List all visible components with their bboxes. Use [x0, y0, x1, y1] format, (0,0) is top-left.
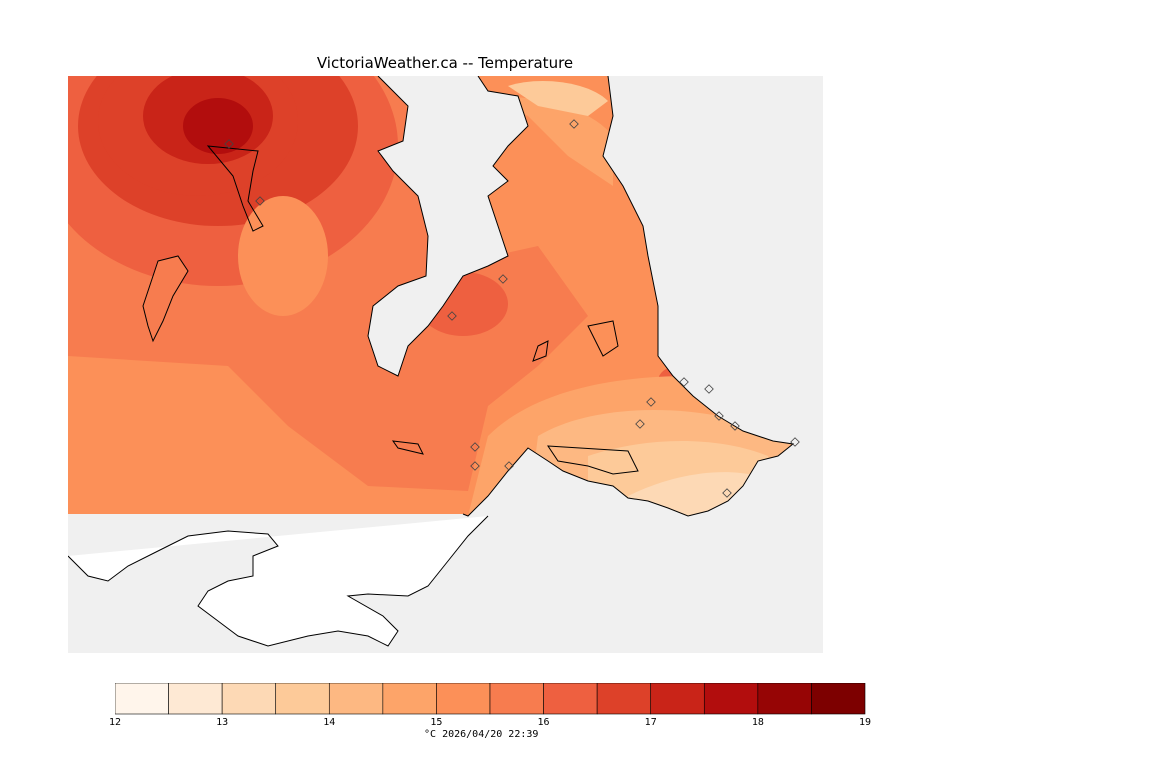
colorbar-swatch — [382, 683, 437, 715]
colorbar-tick-label: 13 — [216, 717, 229, 728]
coastline — [68, 76, 795, 647]
colorbar-tick-label: 12 — [108, 717, 122, 728]
colorbar-tick-label: 19 — [858, 717, 872, 728]
colorbar-swatch — [168, 683, 223, 715]
colorbar-swatch — [757, 683, 812, 715]
temperature-map — [68, 76, 823, 653]
colorbar-tick-label: 18 — [751, 717, 764, 728]
colorbar-swatch — [703, 683, 759, 715]
colorbar-swatch — [275, 683, 330, 715]
colorbar-swatch — [811, 683, 866, 715]
colorbar-swatch — [221, 683, 277, 715]
colorbar-swatch — [328, 683, 384, 715]
colorbar-tick-label: 14 — [323, 717, 336, 728]
colorbar-swatch — [436, 683, 491, 715]
station-markers — [224, 119, 800, 498]
colorbar-tick-label: 17 — [644, 717, 657, 728]
footer: °C 2026/04/20 22:39 — [424, 729, 538, 740]
colorbar-swatch — [543, 683, 598, 715]
colorbar-swatch — [596, 683, 652, 715]
unit-label: °C — [424, 729, 437, 740]
chart-title: VictoriaWeather.ca -- Temperature — [316, 54, 574, 72]
colorbar-swatches — [115, 683, 866, 715]
colorbar-swatch — [650, 683, 705, 715]
colorbar-swatch — [489, 683, 544, 715]
colorbar — [115, 683, 866, 715]
colorbar-tick-label: 15 — [430, 717, 443, 728]
colorbar-swatch — [115, 683, 169, 715]
colorbar-tick-label: 16 — [537, 717, 550, 728]
timestamp: 2026/04/20 22:39 — [442, 729, 539, 740]
